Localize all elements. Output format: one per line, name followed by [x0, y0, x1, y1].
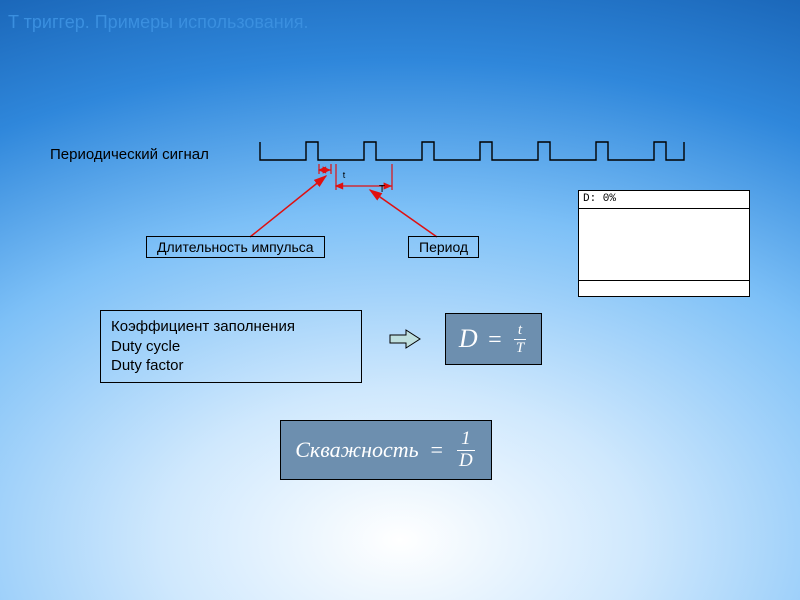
period-text: Период [419, 239, 468, 255]
duty-widget: D: 0% [578, 190, 750, 297]
f1-den: T [512, 340, 528, 357]
slide-root: T триггер. Примеры использования. Период… [0, 0, 800, 600]
duty-widget-footer [579, 280, 749, 296]
f1-eq: = [487, 327, 503, 353]
slide-title: T триггер. Примеры использования. [8, 12, 309, 33]
period-box: Период [408, 236, 479, 258]
block-arrow-icon [388, 328, 422, 355]
formula-skvazhnost: Скважность = 1 D [280, 420, 492, 480]
svg-text:T: T [379, 184, 385, 195]
term-ru: Коэффициент заполнения [111, 317, 351, 337]
square-wave [260, 142, 684, 160]
term-en1: Duty cycle [111, 337, 351, 357]
dimension-markers: tT [319, 164, 392, 195]
periodic-signal-label: Периодический сигнал [50, 146, 209, 163]
formula-duty-cycle: D = t T [445, 313, 542, 365]
f2-num: 1 [457, 429, 475, 451]
diagram-svg: tT [0, 0, 800, 600]
f2-lhs: Скважность [295, 437, 418, 462]
pulse-duration-text: Длительность импульса [157, 239, 314, 255]
f1-num: t [514, 322, 526, 340]
arrow-to-pulse [250, 176, 326, 237]
arrow-to-period [370, 190, 437, 237]
pulse-duration-box: Длительность импульса [146, 236, 325, 258]
f2-den: D [455, 451, 477, 472]
duty-widget-status: D: 0% [579, 191, 749, 209]
term-en2: Duty factor [111, 356, 351, 376]
f2-eq: = [429, 437, 444, 462]
svg-text:t: t [343, 170, 346, 180]
f1-lhs: D [459, 324, 478, 353]
terms-box: Коэффициент заполнения Duty cycle Duty f… [100, 310, 362, 383]
